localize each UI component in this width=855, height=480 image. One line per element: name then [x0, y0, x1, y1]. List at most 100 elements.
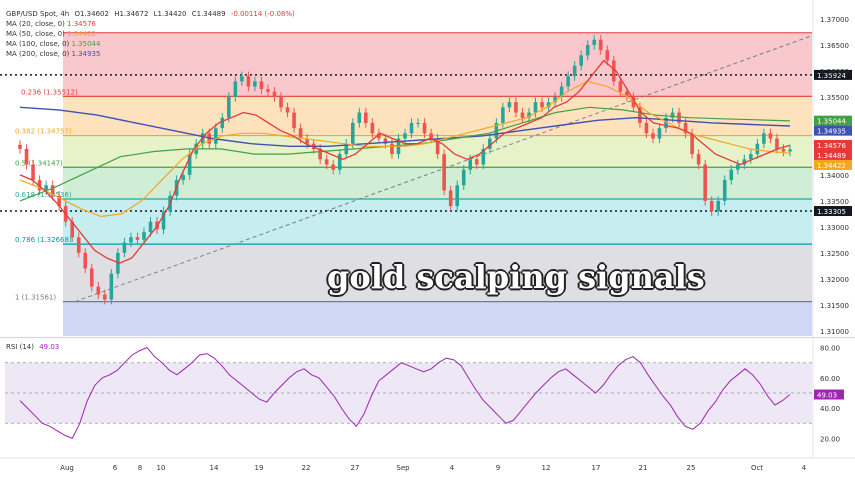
x-axis-tick: 6 — [113, 464, 118, 472]
fib-level-label-4: 0.786 (1.32668) — [15, 236, 72, 244]
ma100-legend[interactable]: MA (100, close, 0) 1.35044 — [6, 39, 295, 49]
rsi-current-label: 49.03 — [817, 392, 837, 400]
fib-band-5 — [63, 244, 812, 302]
watermark-text: gold scalping signals — [327, 258, 705, 296]
candle-body — [768, 133, 773, 139]
close-value: 1.34489 — [196, 10, 226, 18]
candle-body — [324, 159, 329, 165]
candle-body — [501, 107, 505, 123]
candle-body — [383, 138, 388, 144]
candle-body — [370, 122, 375, 134]
candle-body — [422, 122, 427, 134]
candle-body — [259, 81, 264, 90]
x-axis-tick: 9 — [496, 464, 500, 472]
horizontal-level-label-0: 1.35924 — [817, 72, 846, 80]
price-axis-tick: 1.31000 — [820, 328, 849, 336]
candle-body — [468, 159, 473, 170]
price-tag-label-1: 1.34935 — [817, 128, 846, 136]
price-axis-tick: 1.32500 — [820, 250, 849, 258]
rsi-legend[interactable]: RSI (14) 49.03 — [6, 343, 59, 351]
ma20-label: MA (20, close, 0) — [6, 20, 65, 28]
fib-level-label-5: 1 (1.31561) — [15, 294, 56, 302]
candle-body — [481, 148, 486, 165]
candle-body — [351, 122, 355, 144]
price-axis-tick: 1.33500 — [820, 198, 849, 206]
ma200-legend[interactable]: MA (200, close, 0) 1.34935 — [6, 49, 295, 59]
candle-body — [572, 65, 577, 77]
candle-body — [631, 96, 636, 108]
candle-body — [442, 154, 446, 191]
x-axis-tick: 12 — [542, 464, 551, 472]
candle-body — [677, 112, 681, 123]
price-axis-tick: 1.34000 — [820, 172, 849, 180]
candle-body — [435, 138, 440, 155]
price-axis-tick: 1.32000 — [820, 276, 849, 284]
ma20-legend[interactable]: MA (20, close, 0) 1.34576 — [6, 19, 295, 29]
ma50-line — [19, 80, 791, 218]
candle-body — [227, 96, 231, 118]
fib-level-label-3: 0.618 (1.33536) — [15, 191, 72, 199]
open-label: O — [74, 10, 80, 18]
candle-body — [690, 133, 694, 155]
candle-body — [651, 133, 655, 139]
horizontal-level-label-1: 1.33305 — [817, 208, 846, 216]
close-label: C — [191, 10, 197, 18]
candle-body — [161, 211, 166, 230]
ohlc-header: GBP/USD Spot, 4h O1.34602 H1.34672 L1.34… — [6, 9, 295, 19]
candle-body — [618, 81, 623, 92]
candle-body — [83, 252, 88, 269]
candle-body — [266, 89, 270, 92]
rsi-line — [19, 347, 791, 440]
candle-body — [390, 143, 394, 155]
high-value: 1.34672 — [119, 10, 149, 18]
horizontal-level-tag-0 — [814, 69, 852, 80]
candle-body — [403, 133, 407, 139]
fib-level-label-1: 0.382 (1.34757) — [15, 128, 72, 136]
candle-body — [722, 180, 727, 201]
candle-body — [514, 102, 518, 113]
candle-body — [272, 91, 277, 97]
candle-body — [553, 96, 557, 103]
candle-body — [670, 112, 675, 118]
price-axis-tick: 1.31500 — [820, 302, 849, 310]
candle-body — [337, 154, 342, 170]
candle-body — [749, 154, 753, 160]
candle-body — [657, 128, 662, 139]
price-axis-tick: 1.37000 — [820, 16, 849, 24]
rsi-axis-tick: 60.00 — [820, 375, 840, 383]
candle-body — [129, 237, 133, 243]
candle-body — [664, 117, 668, 129]
candle-body — [527, 112, 531, 118]
candle-body — [298, 128, 303, 139]
fib-level-label-0: 0.236 (1.35512) — [21, 88, 78, 96]
open-value: 1.34602 — [80, 10, 109, 18]
rsi-value: 49.03 — [39, 343, 60, 351]
candle-body — [70, 221, 74, 238]
ma50-legend[interactable]: MA (50, close, 0) 1.34422 — [6, 29, 295, 39]
fib-band-0 — [63, 32, 812, 97]
pane-separator — [0, 337, 855, 338]
rsi-label: RSI (14) — [6, 343, 34, 351]
x-axis-tick: 25 — [687, 464, 696, 472]
candle-body — [285, 107, 290, 113]
x-axis-tick: Sep — [396, 464, 410, 472]
candle-body — [318, 148, 322, 160]
low-label: L — [153, 10, 158, 18]
candle-body — [292, 112, 296, 129]
candle-body — [305, 138, 309, 144]
x-axis-tick: 17 — [592, 464, 601, 472]
price-axis-tick: 1.35500 — [820, 94, 849, 102]
candle-body — [246, 76, 251, 87]
symbol-title[interactable]: GBP/USD Spot, 4h — [6, 10, 70, 18]
price-axis-tick: 1.36500 — [820, 42, 849, 50]
candle-body — [253, 81, 257, 87]
candle-body — [213, 128, 218, 144]
candle-body — [559, 86, 564, 97]
price-tag-label-4: 1.34422 — [817, 162, 846, 170]
candle-body — [103, 294, 107, 300]
rsi-axis-tick: 80.00 — [820, 345, 840, 353]
candle-body — [461, 169, 466, 186]
candle-body — [240, 76, 244, 82]
price-tag-4 — [814, 159, 852, 170]
candle-body — [474, 159, 479, 165]
